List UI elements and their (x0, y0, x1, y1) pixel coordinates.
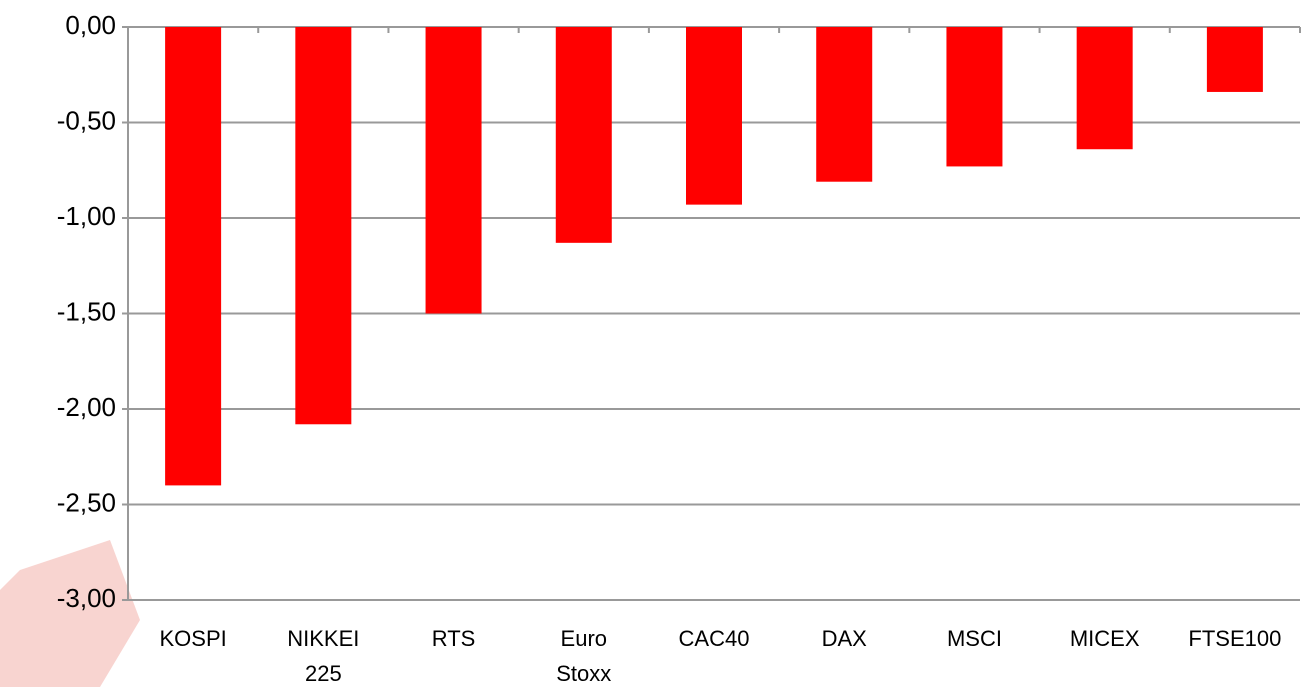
y-tick-label: -0,50 (57, 105, 116, 135)
y-tick-label: 0,00 (65, 10, 116, 40)
y-tick-label: -2,00 (57, 392, 116, 422)
x-tick-label-line: MICEX (1070, 626, 1140, 651)
x-tick-label: CAC40 (679, 626, 750, 651)
x-tick-label: Euro Stoxx (556, 626, 611, 686)
y-tick-label: -1,50 (57, 296, 116, 326)
x-tick-label-line: CAC40 (679, 626, 750, 651)
y-tick-label: -2,50 (57, 487, 116, 517)
bar (816, 27, 873, 182)
x-tick-label: DAX (822, 626, 868, 651)
bar (946, 27, 1003, 167)
x-tick-label-line: KOSPI (159, 626, 226, 651)
bar (555, 27, 612, 243)
x-tick-label: RTS (432, 626, 476, 651)
x-tick-label-line: RTS (432, 626, 476, 651)
bar (686, 27, 742, 205)
x-tick-label: MSCI (947, 626, 1002, 651)
x-tick-label-line: Stoxx (556, 661, 611, 686)
bar (425, 27, 482, 314)
bar (1206, 27, 1263, 92)
background-decoration (0, 540, 140, 687)
x-tick-label: MICEX (1070, 626, 1140, 651)
x-tick-label: KOSPI (159, 626, 226, 651)
x-tick-label-line: Euro (561, 626, 607, 651)
y-tick-label: -1,00 (57, 201, 116, 231)
x-tick-label-line: MSCI (947, 626, 1002, 651)
bar (295, 27, 352, 425)
x-tick-label-line: FTSE100 (1188, 626, 1281, 651)
x-tick-label: FTSE100 (1188, 626, 1281, 651)
x-tick-label-line: 225 (305, 661, 342, 686)
y-tick-label: -3,00 (57, 583, 116, 613)
bar (1076, 27, 1133, 150)
bar (165, 27, 222, 486)
x-tick-label-line: NIKKEI (287, 626, 359, 651)
x-tick-label-line: DAX (822, 626, 868, 651)
x-tick-label: NIKKEI 225 (287, 626, 359, 686)
